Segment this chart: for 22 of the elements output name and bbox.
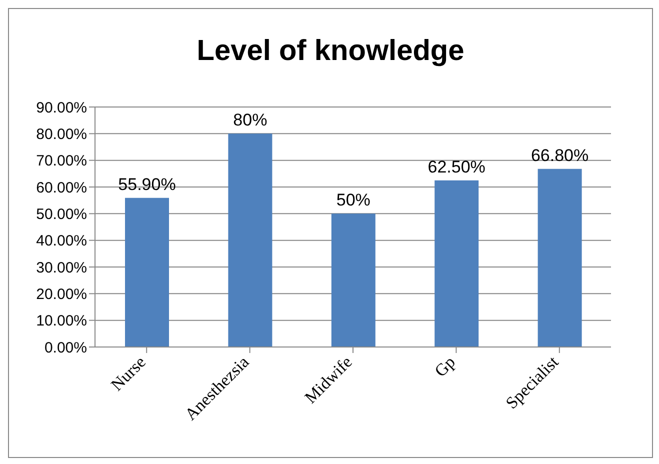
data-label: 55.90%	[118, 174, 176, 194]
data-label: 50%	[336, 190, 370, 210]
y-tick-label: 0.00%	[44, 339, 87, 356]
data-label: 62.50%	[428, 157, 486, 176]
bar	[125, 198, 169, 347]
y-tick-label: 30.00%	[36, 259, 87, 276]
y-tick-label: 20.00%	[36, 286, 87, 303]
x-tick-label: Gp	[430, 352, 460, 381]
bar	[434, 180, 479, 347]
data-label: 80%	[233, 110, 268, 130]
y-tick-label: 40.00%	[36, 232, 87, 250]
y-tick-label: 70.00%	[36, 152, 87, 170]
bar	[228, 134, 272, 347]
y-tick-label: 50.00%	[36, 206, 87, 223]
y-tick-label: 80.00%	[36, 126, 87, 143]
y-tick-label: 10.00%	[36, 312, 87, 330]
bar	[538, 168, 582, 347]
chart-title: Level of knowledge	[196, 35, 466, 68]
y-tick-label: 60.00%	[36, 179, 87, 196]
bar	[331, 214, 376, 347]
data-label: 66.80%	[530, 146, 589, 165]
y-tick-label: 90.00%	[36, 99, 87, 116]
